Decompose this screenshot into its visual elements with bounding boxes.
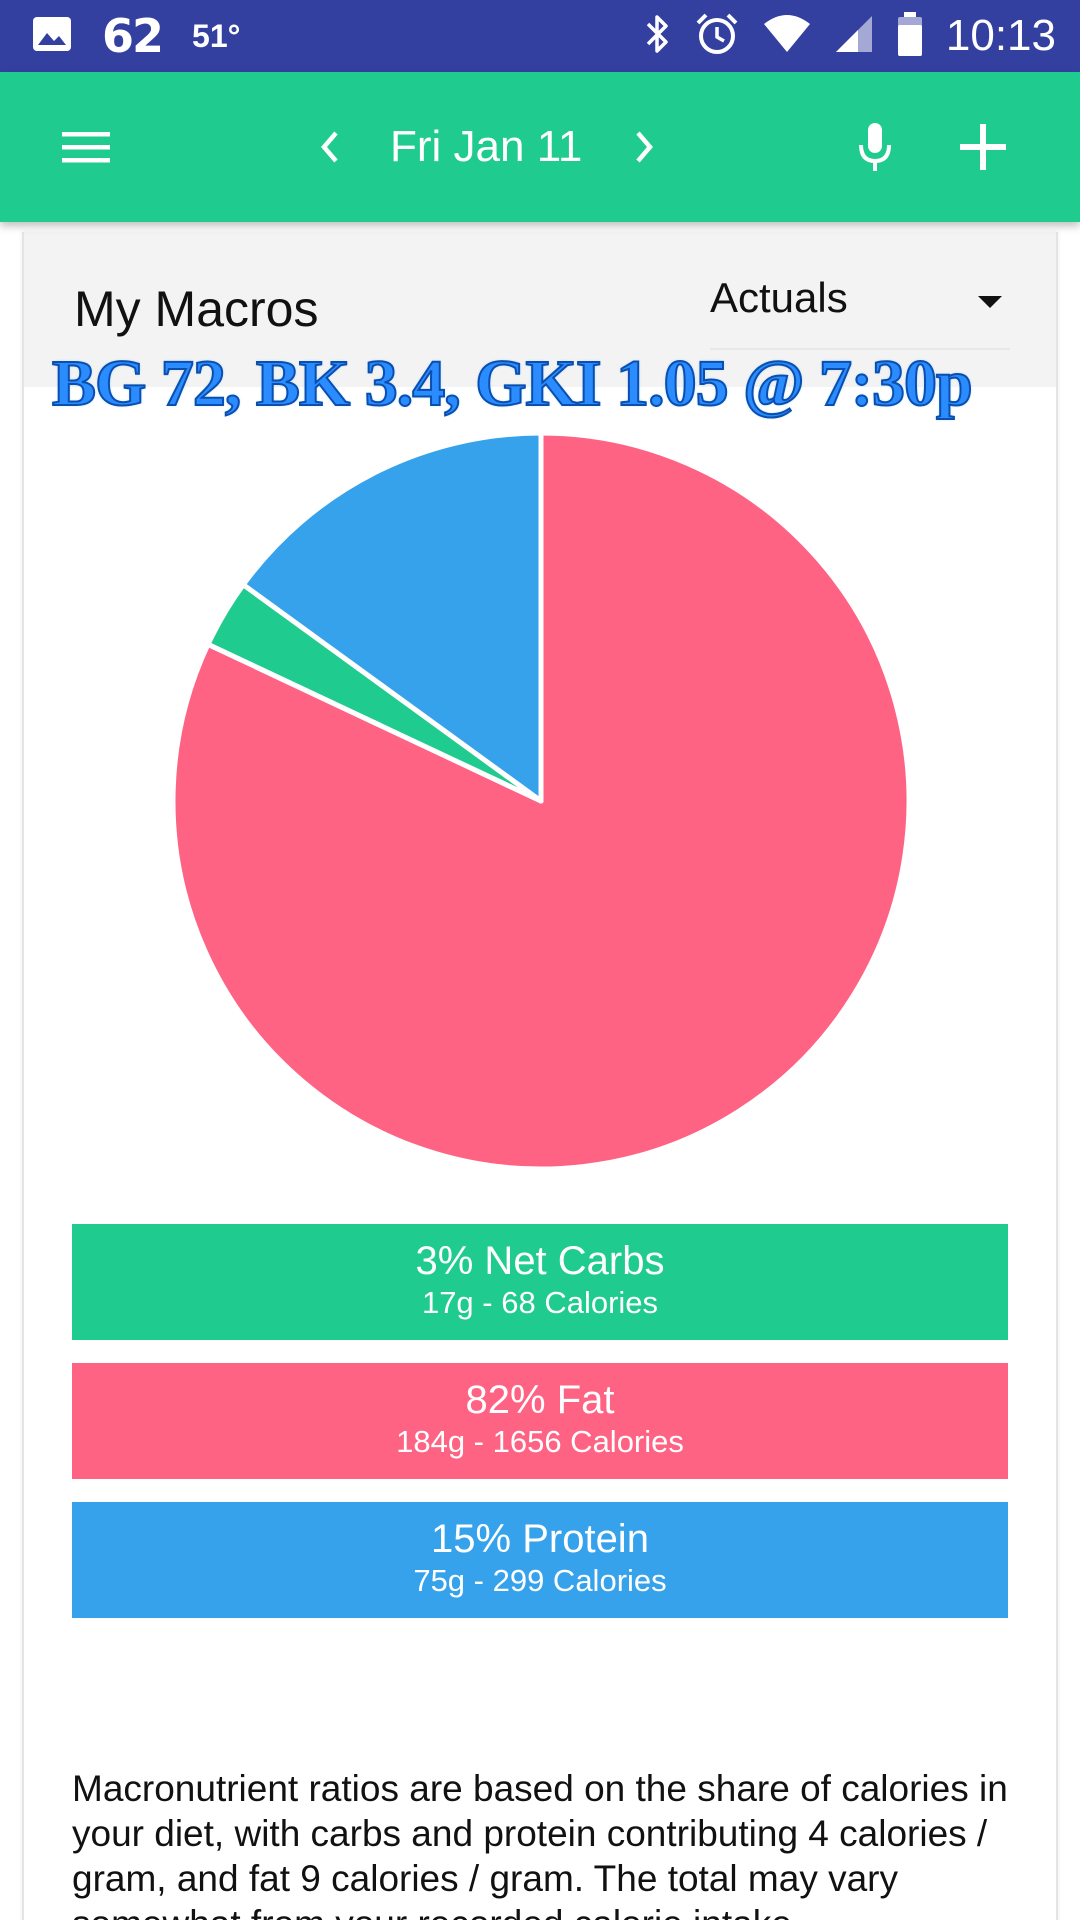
macro-main-label: 15% Protein [431,1517,649,1561]
macro-bar-fat: 82% Fat 184g - 1656 Calories [72,1363,1008,1479]
microphone-icon[interactable] [840,72,910,222]
date-title[interactable]: Fri Jan 11 [390,122,583,171]
pie-slice-fat[interactable] [170,430,912,1172]
macro-pie-chart [166,426,916,1176]
menu-icon[interactable] [46,72,126,222]
macro-bar-net-carbs: 3% Net Carbs 17g - 68 Calories [72,1224,1008,1340]
pie-slice-protein[interactable] [240,430,544,804]
card-header: My Macros Actuals [24,232,1056,387]
battery-icon [896,11,924,62]
macro-sub-label: 184g - 1656 Calories [396,1424,684,1459]
signal-icon [834,14,874,59]
temperature: 51° [192,17,241,54]
wifi-icon [762,14,812,59]
alarm-icon [694,11,740,62]
macro-sub-label: 17g - 68 Calories [421,1285,659,1320]
select-underline [710,348,1010,350]
macro-bar-protein: 15% Protein 75g - 299 Calories [72,1502,1008,1618]
macro-main-label: 3% Net Carbs [415,1239,665,1283]
chevron-right-icon[interactable] [614,72,674,222]
clock: 10:13 [945,11,1056,60]
status-bar: 62 51° 10:13 [0,0,1080,72]
card-title: My Macros [74,281,319,337]
view-select[interactable]: Actuals [710,274,1032,354]
image-notification-icon [32,16,72,57]
view-select-value: Actuals [710,274,848,321]
macro-sub-label: 75g - 299 Calories [413,1563,667,1598]
app-bar: Fri Jan 11 [0,72,1080,222]
add-icon[interactable] [946,72,1020,222]
dropdown-arrow-icon [978,296,1002,315]
bluetooth-icon [642,12,672,61]
notification-number: 62 [102,9,164,63]
chevron-left-icon[interactable] [300,72,360,222]
overlay-note: BG 72, BK 3.4, GKI 1.05 @ 7:30p [51,346,974,421]
macro-explanation-text: Macronutrient ratios are based on the sh… [72,1768,1008,1920]
macro-main-label: 82% Fat [465,1378,615,1422]
